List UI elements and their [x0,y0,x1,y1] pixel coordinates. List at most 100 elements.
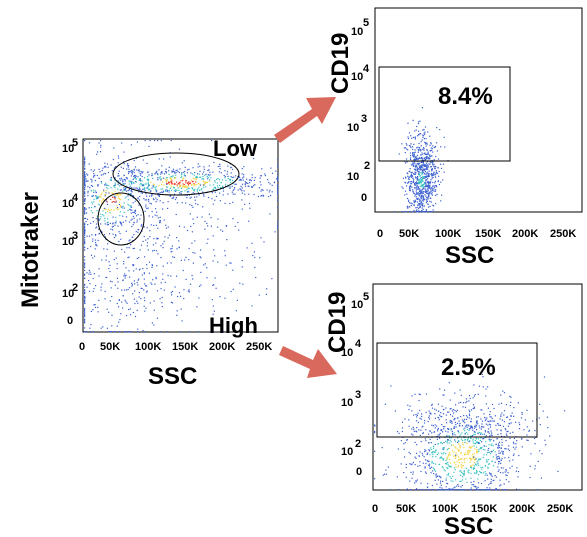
main-dot [277,159,279,161]
bottom-dot [470,435,472,437]
main-dot [244,185,247,187]
main-dot [87,192,89,194]
bottom-dot [461,467,463,469]
main-dot [176,237,178,239]
main-dot [171,176,173,178]
bottom-dot [466,416,469,418]
bottom-dot [493,420,495,422]
bottom-dot [431,403,433,405]
main-dot [104,236,106,238]
high-gate[interactable] [97,192,145,246]
main-dot [159,331,161,333]
main-dot [97,185,99,187]
main-dot [170,175,172,177]
bottom-dot [467,424,469,426]
bottom-dot [517,476,519,478]
bottom-dot [470,447,472,449]
main-dot [203,186,205,188]
top-dot [429,187,431,189]
bottom-dot [455,489,457,491]
main-dot [240,179,242,182]
bottom-dot [448,474,450,476]
bottom-dot [450,408,452,410]
main-dot [139,195,141,198]
main-dot [164,236,166,238]
bottom-dot [449,437,451,439]
main-dot [139,189,141,191]
main-dot [91,181,93,183]
main-dot [100,182,103,184]
bottom-dot [496,457,498,459]
bottom-dot [533,437,536,440]
bottom-dot [412,461,414,464]
bottom-dot [436,475,438,478]
main-dot [188,259,190,261]
main-dot [235,175,237,177]
bottom-dot [460,394,462,396]
bottom-dot [476,489,478,491]
bottom-dot [474,432,476,434]
bottom-dot [442,413,445,415]
main-dot [118,203,120,206]
bottom-dot [465,478,467,480]
bottom-dot [478,450,480,452]
bottom-dot [430,449,432,451]
main-dot [180,176,182,179]
main-dot [244,193,246,195]
main-dot [103,234,106,236]
bottom-dot [488,438,490,440]
main-dot [230,181,232,184]
main-dot [133,168,135,170]
main-dot [114,183,117,185]
top-dot [426,200,428,202]
bottom-dot [432,452,434,454]
top-gate[interactable] [378,66,511,162]
top-dot [418,130,420,132]
bottom-dot [485,388,487,390]
main-dot [173,190,175,192]
main-dot [84,262,86,264]
main-dot [140,180,142,182]
bottom-dot [461,432,463,434]
top-dot [407,137,410,140]
main-dot [146,187,148,189]
bottom-dot [476,450,478,452]
bottom-dot [480,468,483,470]
main-dot [203,171,205,173]
bottom-dot [444,489,446,491]
bottom-dot [469,397,471,400]
main-dot [268,196,270,198]
bottom-dot [471,445,473,447]
top-dot [421,179,423,181]
main-dot [229,163,231,165]
bottom-dot [460,434,462,436]
main-dot [161,165,163,167]
bottom-gate[interactable] [376,342,538,438]
main-dot [125,190,128,192]
bottom-dot [495,454,497,456]
bottom-dot [454,392,456,394]
main-dot [277,184,279,187]
main-dot [172,170,174,172]
main-dot [112,233,114,235]
bottom-dot [477,442,480,444]
main-dot [209,174,211,176]
main-dot [173,171,175,173]
bottom-dot [438,475,441,477]
bottom-dot [459,445,461,447]
bottom-dot [458,485,460,487]
top-dot [418,204,420,206]
bottom-dot [468,395,471,397]
top-dot [421,164,423,166]
top-dot [406,185,408,187]
main-dot [197,166,199,168]
bottom-dot [439,486,441,489]
top-dot [426,168,428,170]
top-dot [418,134,420,136]
low-gate[interactable] [112,152,240,196]
bottom-dot [476,461,478,463]
main-dot [275,178,278,180]
top-dot [434,146,436,148]
main-dot [84,185,86,187]
top-dot [437,158,440,160]
